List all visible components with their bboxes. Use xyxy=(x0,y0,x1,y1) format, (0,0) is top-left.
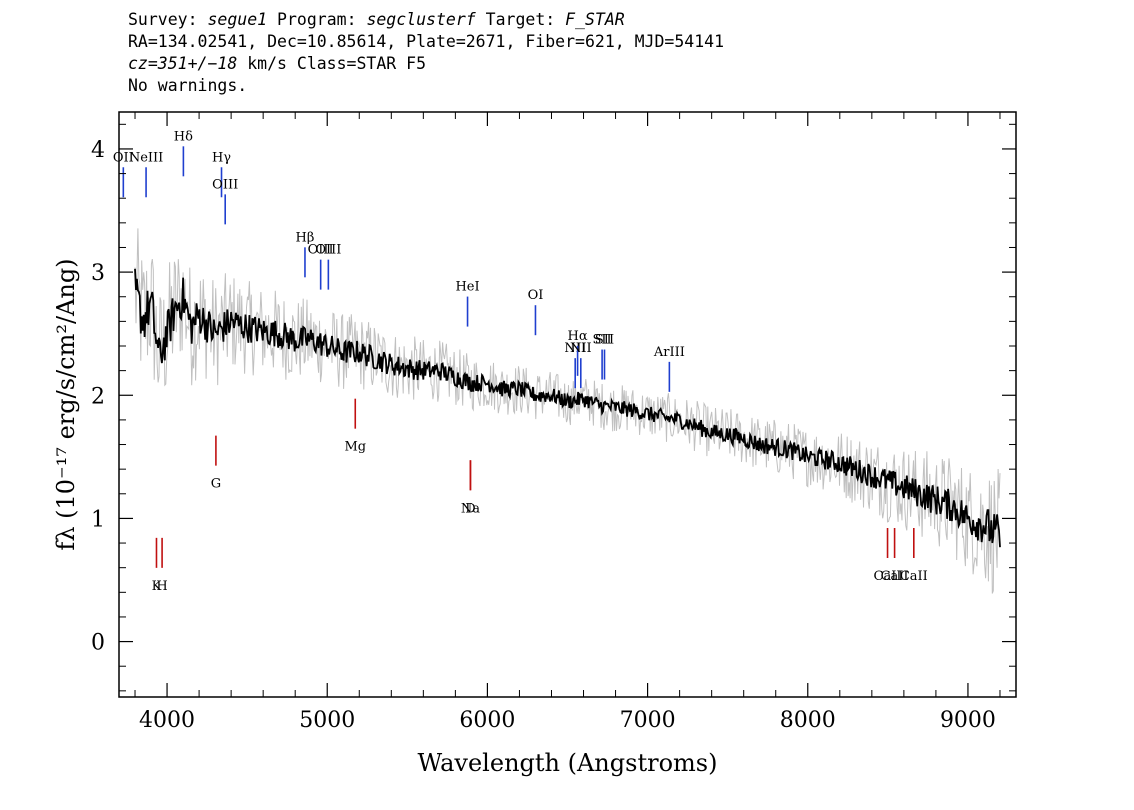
emission-line-label-6: OIII xyxy=(308,243,334,258)
header-line-1: Survey: segue1 Program: segclusterf Targ… xyxy=(128,10,625,29)
y-axis-title: fλ (10⁻¹⁷ erg/s/cm²/Ang) xyxy=(52,258,80,550)
emission-line-label-7: OIII xyxy=(315,243,341,258)
header-line-3: cz=351+/−18 km/s Class=STAR F5 xyxy=(128,54,426,73)
emission-line-label-14: SII xyxy=(595,333,614,348)
absorption-line-label-2: G xyxy=(211,477,221,492)
emission-line-label-12: NII xyxy=(570,341,592,356)
y-tick-label-4: 4 xyxy=(91,138,105,163)
x-tick-label-1: 5000 xyxy=(299,708,355,733)
y-tick-label-3: 3 xyxy=(91,261,105,286)
emission-line-label-5: Hβ xyxy=(296,230,315,245)
emission-line-label-4: OIII xyxy=(212,177,238,192)
x-tick-label-4: 8000 xyxy=(780,708,836,733)
emission-line-label-15: ArIII xyxy=(653,345,685,360)
absorption-line-label-1: H xyxy=(156,579,167,594)
emission-line-label-2: Hδ xyxy=(174,129,193,144)
emission-line-label-3: Hγ xyxy=(212,150,231,165)
header-line-2: RA=134.02541, Dec=10.85614, Plate=2671, … xyxy=(128,32,725,51)
emission-line-label-9: OI xyxy=(528,288,544,303)
absorption-line-label-0: K xyxy=(152,579,162,594)
absorption-line-label-7: CaII xyxy=(881,569,909,584)
spectrum-header: Survey: segue1 Program: segclusterf Targ… xyxy=(128,9,724,97)
x-tick-label-2: 6000 xyxy=(459,708,515,733)
target-value: F_STAR xyxy=(565,10,625,29)
flux-line xyxy=(134,268,1001,548)
absorption-line-label-3: Mg xyxy=(344,440,366,455)
emission-line-label-1: NeIII xyxy=(129,150,163,165)
program-value: segclusterf xyxy=(366,10,476,29)
header-line-4: No warnings. xyxy=(128,76,248,95)
x-axis-title: Wavelength (Angstroms) xyxy=(418,749,718,777)
noise-envelope xyxy=(134,228,1001,594)
emission-line-label-8: HeI xyxy=(455,280,479,295)
program-label: Program: xyxy=(267,10,367,29)
x-tick-label-3: 7000 xyxy=(620,708,676,733)
absorption-line-label-8: CaII xyxy=(900,569,928,584)
x-tick-label-0: 4000 xyxy=(139,708,195,733)
absorption-line-label-5: D xyxy=(465,501,475,516)
x-tick-label-5: 9000 xyxy=(940,708,996,733)
y-tick-label-2: 2 xyxy=(91,384,105,409)
emission-line-label-13: SII xyxy=(593,333,612,348)
emission-line-label-10: NII xyxy=(564,341,586,356)
survey-value: segue1 xyxy=(207,10,268,29)
class-text: km/s Class=STAR F5 xyxy=(237,54,427,73)
y-tick-label-0: 0 xyxy=(91,631,105,656)
redshift-value: cz=351+/−18 xyxy=(128,54,238,73)
plot-frame xyxy=(118,111,1017,698)
survey-label: Survey: xyxy=(128,10,208,29)
absorption-line-label-6: CaII xyxy=(874,569,902,584)
target-label: Target: xyxy=(475,10,566,29)
absorption-line-label-4: Na xyxy=(461,501,480,516)
y-tick-label-1: 1 xyxy=(91,507,105,532)
emission-line-label-11: Hα xyxy=(568,329,588,344)
emission-line-label-0: OII xyxy=(113,150,134,165)
